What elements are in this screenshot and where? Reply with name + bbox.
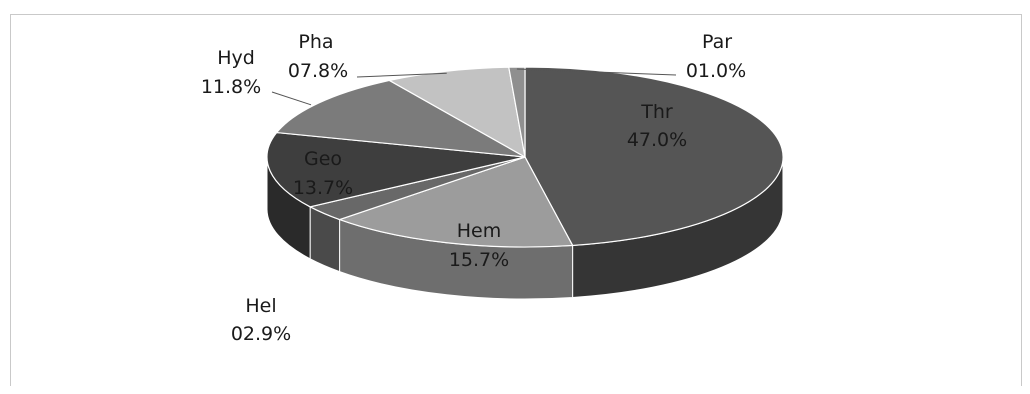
slice-thr xyxy=(524,66,784,247)
slice-label-thr: Thr xyxy=(640,101,673,123)
slice-label-par: Par xyxy=(702,31,732,53)
slice-value-pha: 07.8% xyxy=(288,60,348,82)
label-pha: Pha 07.8% xyxy=(288,31,348,82)
slice-label-hyd: Hyd xyxy=(217,47,255,69)
label-hyd: Hyd 11.8% xyxy=(201,47,261,98)
pie-sides xyxy=(266,157,784,300)
chart-area xyxy=(10,14,1022,386)
slice-hem xyxy=(337,156,574,248)
slice-label-geo: Geo xyxy=(304,148,342,170)
label-par: Par 01.0% xyxy=(686,31,746,82)
slice-value-par: 01.0% xyxy=(686,60,746,82)
slice-value-hel: 02.9% xyxy=(231,323,291,345)
slice-label-hel: Hel xyxy=(245,295,276,317)
slice-value-hyd: 11.8% xyxy=(201,76,261,98)
slice-label-pha: Pha xyxy=(298,31,333,53)
leader-line-par xyxy=(516,68,677,76)
leader-line-pha xyxy=(356,72,447,78)
pie-slices xyxy=(266,66,784,248)
leader-lines xyxy=(271,68,677,106)
slice-label-hem: Hem xyxy=(457,220,502,242)
label-thr: Thr 47.0% xyxy=(627,101,687,151)
label-geo: Geo 13.7% xyxy=(293,148,353,199)
slice-hyd xyxy=(275,79,526,158)
slice-pha xyxy=(387,66,526,159)
slice-par xyxy=(508,66,526,158)
label-hem: Hem 15.7% xyxy=(449,220,509,271)
slice-value-geo: 13.7% xyxy=(293,177,353,199)
leader-line-hyd xyxy=(271,91,312,106)
label-hel: Hel 02.9% xyxy=(231,295,291,345)
slice-value-thr: 47.0% xyxy=(627,129,687,151)
slice-value-hem: 15.7% xyxy=(449,249,509,271)
